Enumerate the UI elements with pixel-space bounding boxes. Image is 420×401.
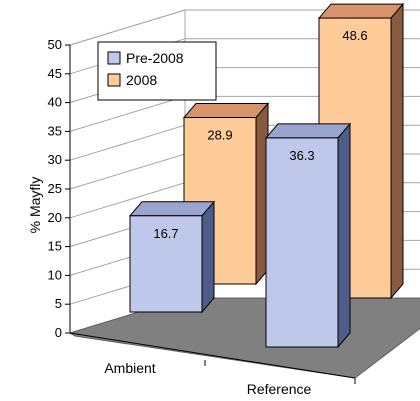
data-label: 16.7	[153, 226, 178, 241]
y-tick-label: 15	[48, 239, 62, 254]
legend: Pre-2008 2008	[97, 41, 217, 101]
y-tick-label: 40	[48, 95, 62, 110]
data-label: 48.6	[342, 28, 367, 43]
legend-swatch	[107, 51, 121, 65]
bar-side	[337, 122, 351, 349]
data-labels: 28.9 48.6 16.7 36.3	[153, 28, 367, 241]
x-tick-label: Ambient	[104, 360, 155, 376]
legend-swatch	[107, 73, 121, 87]
y-tick-label: 45	[48, 66, 62, 81]
y-tick-label: 0	[55, 325, 62, 340]
y-tick-label: 25	[48, 181, 62, 196]
data-label: 36.3	[289, 148, 314, 163]
bar-top	[182, 103, 270, 119]
bar-top	[264, 123, 352, 139]
y-tick-label: 35	[48, 123, 62, 138]
data-label: 28.9	[207, 128, 232, 143]
bar-side	[390, 2, 404, 300]
y-tick-label: 20	[48, 210, 62, 225]
x-tick-label: Reference	[247, 381, 312, 397]
x-axis-line	[69, 332, 356, 379]
bars	[128, 2, 405, 349]
y-tick-label: 5	[55, 296, 62, 311]
x-axis: Ambient Reference	[69, 332, 356, 397]
bar-pre2008	[128, 200, 216, 314]
y-tick-label: 10	[48, 267, 62, 282]
bar-top	[128, 201, 216, 217]
y-tick-label: 50	[48, 37, 62, 52]
legend-label: Pre-2008	[126, 50, 184, 66]
y-tick-label: 30	[48, 152, 62, 167]
bar-side	[201, 200, 215, 314]
y-axis-label: % Mayfly	[27, 177, 43, 234]
bar-top	[317, 3, 405, 19]
bar-front	[129, 215, 203, 313]
bar-pre2008	[264, 122, 352, 349]
bar-front	[265, 137, 339, 348]
y-axis: 0 5 10 15 20 25 30 35 40 45 50	[48, 37, 71, 340]
legend-label: 2008	[126, 72, 157, 88]
